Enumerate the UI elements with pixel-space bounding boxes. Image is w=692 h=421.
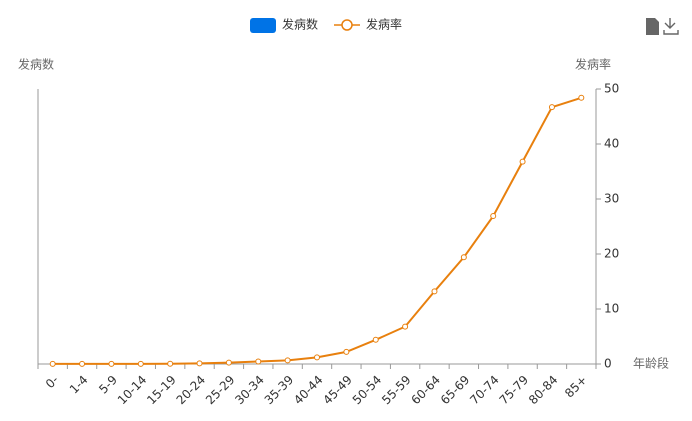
- rate-point: [137, 360, 144, 367]
- toolbox: [646, 18, 679, 35]
- rate-point: [343, 348, 350, 355]
- x-tick-label: 60-64: [409, 373, 444, 408]
- x-axis-name: 年龄段: [633, 356, 669, 371]
- export-excel-icon[interactable]: [646, 18, 659, 35]
- x-tick-label: 70-74: [467, 373, 502, 408]
- rate-point: [578, 94, 585, 101]
- y2-tick-label: 0: [604, 357, 612, 371]
- x-tick-label: 80-84: [526, 373, 561, 408]
- rate-point: [519, 158, 526, 165]
- legend: 发病数 发病率: [250, 17, 402, 33]
- x-tick-label: 35-39: [262, 373, 297, 408]
- legend-line-swatch[interactable]: [341, 19, 353, 31]
- legend-label[interactable]: 发病率: [366, 17, 402, 32]
- y2-tick-label: 10: [604, 302, 619, 316]
- legend-bar-swatch[interactable]: [250, 18, 276, 33]
- x-tick-label: 15-19: [144, 373, 179, 408]
- rate-point: [314, 354, 320, 361]
- rate-point: [196, 360, 203, 367]
- download-icon[interactable]: [663, 18, 679, 35]
- rate-point: [460, 254, 467, 261]
- y2-tick-label: 50: [604, 82, 619, 96]
- legend-label[interactable]: 发病数: [282, 17, 318, 32]
- rate-point: [49, 360, 56, 367]
- y2-tick-label: 40: [604, 137, 619, 151]
- y2-tick-label: 20: [604, 247, 619, 261]
- y2-tick-label: 30: [604, 192, 619, 206]
- x-tick-label: 50-54: [350, 373, 385, 408]
- x-tick-label: 1-4: [67, 373, 91, 397]
- x-tick-label: 45-49: [320, 373, 355, 408]
- rate-point: [431, 288, 438, 295]
- x-tick-label: 75-79: [497, 373, 532, 408]
- x-tick-label: 20-24: [174, 373, 209, 408]
- x-tick-label: 65-69: [438, 373, 473, 408]
- x-tick-label: 5-9: [96, 373, 120, 397]
- rate-point: [372, 336, 379, 343]
- rate-point: [402, 323, 409, 330]
- x-tick-label: 10-14: [115, 373, 150, 408]
- x-tick-label: 55-59: [379, 373, 414, 408]
- x-tick-label: 0-: [43, 373, 61, 391]
- y2-axis-name: 发病率: [575, 57, 611, 72]
- x-tick-label: 85+: [562, 373, 590, 401]
- rate-point: [255, 358, 262, 365]
- rate-point: [225, 359, 232, 366]
- y-axis-name: 发病数: [18, 57, 54, 72]
- rate-line: [52, 96, 582, 365]
- rate-point: [284, 357, 291, 364]
- rate-point: [167, 360, 174, 367]
- x-tick-label: 30-34: [232, 373, 267, 408]
- x-tick-label: 25-29: [203, 373, 238, 408]
- rate-point: [548, 104, 555, 111]
- rate-point: [108, 360, 115, 367]
- x-tick-label: 40-44: [291, 373, 326, 408]
- rate-point: [490, 213, 497, 220]
- rate-point: [79, 360, 86, 367]
